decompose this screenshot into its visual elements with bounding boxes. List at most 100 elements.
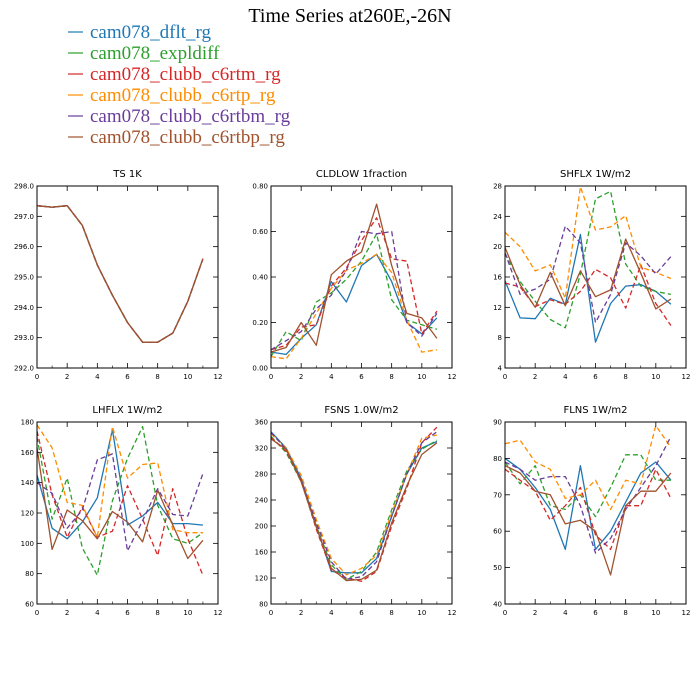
x-tick-label: 12 — [214, 373, 223, 381]
series-group — [271, 203, 438, 360]
y-tick-label: 8 — [498, 334, 502, 342]
y-tick-label: 80 — [259, 601, 268, 609]
x-tick-label: 6 — [125, 609, 130, 617]
chart-panel: CLDLOW 1fraction 0 2 4 6 8 10 12 0.00 0.20 0.40 0.6… — [252, 169, 456, 381]
x-tick-label: 8 — [389, 373, 393, 381]
y-tick-label: 296.0 — [14, 243, 34, 251]
y-tick-label: 240 — [255, 497, 268, 505]
y-tick-label: 0.60 — [252, 228, 268, 236]
y-tick-label: 80 — [25, 570, 34, 578]
y-tick-label: 360 — [255, 419, 268, 427]
x-tick-label: 4 — [329, 373, 334, 381]
y-tick-label: 60 — [25, 601, 34, 609]
legend-label: cam078_clubb_c6rtm_rg — [90, 64, 281, 85]
x-tick-label: 12 — [682, 373, 691, 381]
y-tick-label: 320 — [255, 445, 268, 453]
x-tick-label: 8 — [623, 609, 627, 617]
x-tick-label: 10 — [417, 373, 426, 381]
y-tick-label: 0.40 — [252, 274, 268, 282]
y-tick-label: 90 — [493, 419, 502, 427]
y-tick-label: 200 — [255, 523, 268, 531]
series-line — [271, 435, 438, 580]
y-tick-label: 50 — [493, 564, 502, 572]
chart-panel: FLNS 1W/m2 0 2 4 6 8 10 12 40 50 60 70 80 90 — [493, 405, 690, 617]
x-tick-label: 6 — [359, 609, 364, 617]
x-tick-label: 4 — [329, 609, 334, 617]
y-tick-label: 4 — [498, 365, 503, 373]
series-line — [37, 205, 204, 343]
y-tick-label: 292.0 — [14, 365, 34, 373]
series-line — [271, 203, 438, 353]
legend-label: cam078_clubb_c6rtbm_rg — [90, 106, 291, 127]
x-tick-label: 0 — [503, 609, 507, 617]
panel-title: TS 1K — [112, 169, 142, 180]
x-tick-label: 4 — [563, 609, 568, 617]
x-tick-label: 10 — [651, 609, 660, 617]
x-tick-label: 12 — [682, 609, 691, 617]
chart-panel: FSNS 1.0W/m2 0 2 4 6 8 10 12 80 120 160 200 240 280 32… — [255, 405, 457, 617]
series-group — [505, 186, 672, 343]
series-line — [37, 428, 203, 540]
panel-title: SHFLX 1W/m2 — [560, 169, 631, 180]
x-tick-label: 10 — [183, 373, 192, 381]
panels: TS 1K0 2 4 6 8 10 12292.0293.0294.0295.0296.02… — [14, 169, 691, 617]
x-tick-label: 0 — [269, 373, 273, 381]
series-line — [505, 465, 672, 576]
x-tick-label: 6 — [359, 373, 364, 381]
series-group — [505, 424, 672, 576]
legend-entry: cam078_clubb_c6rtp_rg — [68, 85, 276, 106]
y-tick-label: 160 — [21, 449, 34, 457]
series-group — [37, 205, 204, 343]
x-tick-label: 10 — [183, 609, 192, 617]
series-line — [271, 431, 438, 574]
y-tick-label: 120 — [21, 510, 34, 518]
legend-entry: cam078_clubb_c6rtbp_rg — [68, 127, 285, 148]
series-line — [505, 436, 672, 554]
series-line — [271, 217, 438, 351]
series-line — [37, 425, 204, 576]
x-tick-label: 2 — [533, 609, 537, 617]
legend-label: cam078_expldiff — [90, 43, 220, 64]
y-tick-label: 16 — [493, 274, 502, 282]
x-tick-label: 8 — [389, 609, 393, 617]
y-tick-label: 293.0 — [14, 334, 34, 342]
series-line — [271, 233, 438, 357]
series-line — [271, 426, 438, 582]
series-line — [505, 225, 672, 324]
legend-entry: cam078_expldiff — [68, 43, 220, 64]
y-tick-label: 20 — [493, 243, 502, 251]
panel-title: FLNS 1W/m2 — [563, 405, 627, 416]
x-tick-label: 10 — [651, 373, 660, 381]
x-tick-label: 2 — [299, 373, 303, 381]
y-tick-label: 280 — [255, 471, 268, 479]
series-group — [271, 426, 438, 582]
y-tick-label: 180 — [21, 419, 34, 427]
series-line — [271, 431, 438, 580]
series-line — [271, 438, 438, 582]
x-tick-label: 2 — [533, 373, 537, 381]
y-tick-label: 298.0 — [14, 183, 34, 191]
plot-frame — [504, 421, 687, 605]
series-line — [505, 468, 672, 551]
panel-title: FSNS 1.0W/m2 — [324, 405, 398, 416]
y-tick-label: 140 — [21, 479, 34, 487]
series-line — [505, 186, 672, 299]
y-tick-label: 297.0 — [14, 213, 34, 221]
x-tick-label: 0 — [35, 609, 39, 617]
y-tick-label: 28 — [493, 183, 502, 191]
y-tick-label: 70 — [493, 491, 502, 499]
y-tick-label: 40 — [493, 601, 502, 609]
y-tick-label: 0.00 — [252, 365, 268, 373]
x-tick-label: 2 — [299, 609, 303, 617]
x-tick-label: 6 — [125, 373, 130, 381]
x-tick-label: 12 — [214, 609, 223, 617]
series-line — [505, 457, 672, 551]
y-tick-label: 295.0 — [14, 274, 34, 282]
series-line — [505, 190, 672, 329]
series-line — [271, 230, 438, 351]
series-line — [37, 453, 204, 552]
y-tick-label: 0.80 — [252, 183, 268, 191]
series-line — [271, 433, 438, 576]
x-tick-label: 8 — [155, 609, 159, 617]
